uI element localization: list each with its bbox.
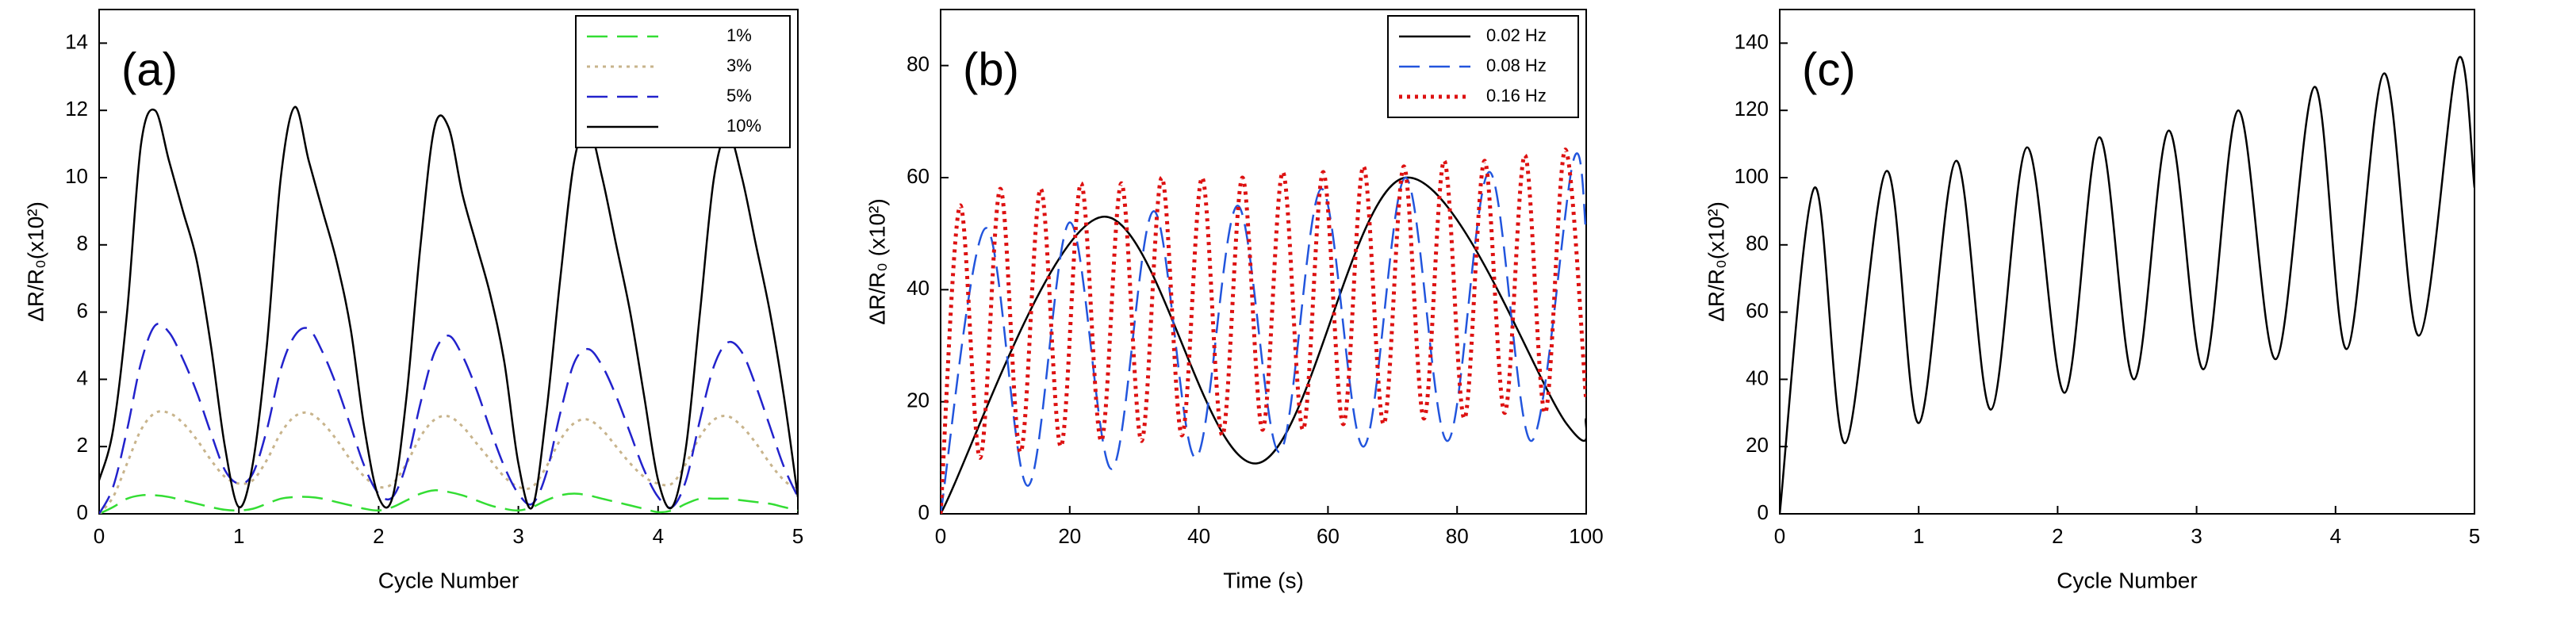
- series-line: [941, 176, 1586, 514]
- legend-box: [575, 15, 791, 148]
- x-tick-label: 80: [1446, 524, 1469, 548]
- series-line: [99, 489, 798, 514]
- y-tick-label: 60: [907, 164, 930, 188]
- legend-label: 0.16 Hz: [1486, 86, 1547, 105]
- x-tick-label: 40: [1187, 524, 1210, 548]
- y-tick-label: 14: [65, 29, 88, 53]
- panel-label: (c): [1802, 44, 1856, 95]
- plot-frame: [98, 9, 799, 515]
- x-tick-label: 4: [2330, 524, 2341, 548]
- legend-label: 5%: [726, 86, 752, 105]
- x-tick-label: 2: [2052, 524, 2063, 548]
- x-axis-label: Cycle Number: [2057, 568, 2197, 592]
- y-tick-label: 20: [1746, 433, 1769, 457]
- y-tick-label: 0: [918, 500, 930, 524]
- y-axis-label: ΔR/R₀(x10²): [23, 201, 48, 322]
- plot-frame: [940, 9, 1587, 515]
- x-tick-label: 1: [1913, 524, 1924, 548]
- y-tick-label: 4: [77, 366, 88, 389]
- y-tick-label: 12: [65, 97, 88, 121]
- plot-frame: [1779, 9, 2475, 515]
- y-axis-label: ΔR/R₀(x10²): [1704, 201, 1728, 322]
- x-tick-label: 5: [792, 524, 803, 548]
- y-tick-label: 80: [1746, 232, 1769, 255]
- x-tick-label: 0: [94, 524, 105, 548]
- y-tick-label: 6: [77, 298, 88, 322]
- x-tick-label: 4: [653, 524, 664, 548]
- legend-label: 0.08 Hz: [1486, 56, 1547, 75]
- y-tick-label: 120: [1735, 97, 1769, 121]
- x-tick-label: 2: [373, 524, 384, 548]
- series-line: [941, 152, 1586, 514]
- x-tick-label: 100: [1569, 524, 1603, 548]
- legend-label: 1%: [726, 25, 752, 45]
- y-tick-label: 0: [77, 500, 88, 524]
- series-line: [941, 147, 1586, 514]
- legend-label: 0.02 Hz: [1486, 25, 1547, 45]
- legend-label: 3%: [726, 56, 752, 75]
- y-tick-label: 40: [907, 276, 930, 300]
- y-tick-label: 10: [65, 164, 88, 188]
- y-tick-label: 40: [1746, 366, 1769, 389]
- x-axis-label: Cycle Number: [378, 568, 519, 592]
- series-line: [99, 105, 798, 510]
- x-tick-label: 5: [2469, 524, 2480, 548]
- y-tick-label: 0: [1758, 500, 1769, 524]
- x-tick-label: 1: [233, 524, 244, 548]
- x-axis-label: Time (s): [1223, 568, 1304, 592]
- y-tick-label: 80: [907, 52, 930, 76]
- x-tick-label: 20: [1058, 524, 1081, 548]
- x-tick-label: 0: [935, 524, 946, 548]
- series-line: [99, 322, 798, 514]
- series-line: [1780, 56, 2474, 514]
- panel-label: (a): [121, 44, 178, 95]
- x-tick-label: 3: [2191, 524, 2202, 548]
- x-tick-label: 60: [1317, 524, 1340, 548]
- y-tick-label: 140: [1735, 29, 1769, 53]
- y-tick-label: 60: [1746, 298, 1769, 322]
- y-tick-label: 100: [1735, 164, 1769, 188]
- x-tick-label: 3: [512, 524, 523, 548]
- y-tick-label: 20: [907, 389, 930, 412]
- y-tick-label: 8: [77, 232, 88, 255]
- x-tick-label: 0: [1774, 524, 1785, 548]
- legend-label: 10%: [726, 116, 761, 136]
- y-tick-label: 2: [77, 433, 88, 457]
- panel-label: (b): [963, 44, 1019, 95]
- y-axis-label: ΔR/R₀ (x10²): [864, 198, 889, 324]
- series-line: [99, 410, 798, 514]
